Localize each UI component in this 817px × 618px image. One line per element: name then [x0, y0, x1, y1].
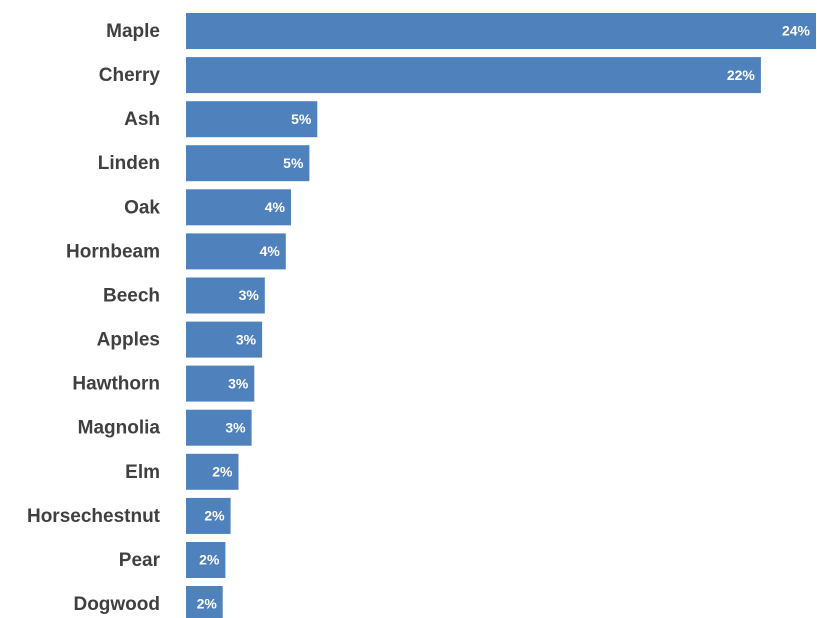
bar-horsechestnut [186, 497, 231, 534]
bar-dogwood [186, 586, 223, 618]
data-label-hornbeam: 4% [260, 243, 281, 259]
data-label-dogwood: 2% [197, 596, 218, 612]
data-label-hawthorn: 3% [228, 375, 249, 391]
bar-apples [186, 321, 263, 358]
bar-hawthorn [186, 365, 255, 402]
bar-magnolia [186, 409, 252, 446]
bar-ash [186, 101, 318, 138]
data-label-ash: 5% [291, 111, 312, 127]
category-label-linden: Linden [98, 153, 160, 174]
data-labels-group: 24% 22% 5% 5% 4% 4% 3% 3% 3% 3% 2% 2% 2% 2% [197, 23, 811, 612]
data-label-apples: 3% [236, 331, 257, 347]
category-label-oak: Oak [124, 197, 160, 218]
data-label-cherry: 22% [727, 67, 756, 83]
bar-pear [186, 542, 226, 578]
category-label-dogwood: Dogwood [73, 594, 160, 615]
category-label-hornbeam: Hornbeam [66, 241, 160, 262]
data-label-oak: 4% [265, 199, 286, 215]
category-label-horsechestnut: Horsechestnut [27, 506, 161, 527]
data-label-beech: 3% [239, 287, 260, 303]
data-label-linden: 5% [283, 155, 304, 171]
category-label-pear: Pear [119, 550, 161, 571]
bar-hornbeam [186, 233, 286, 270]
category-label-beech: Beech [103, 286, 160, 307]
data-label-magnolia: 3% [225, 419, 246, 435]
category-label-maple: Maple [106, 21, 160, 42]
category-labels-group: Maple Cherry Ash Linden Oak Hornbeam Beech Appl… [27, 21, 161, 615]
category-label-cherry: Cherry [99, 65, 161, 86]
data-label-elm: 2% [212, 464, 233, 480]
data-label-maple: 24% [782, 23, 811, 39]
category-label-elm: Elm [125, 462, 160, 483]
data-label-horsechestnut: 2% [204, 508, 225, 524]
bar-maple [186, 13, 816, 49]
bars-group [186, 13, 816, 618]
bar-linden [186, 145, 310, 182]
category-label-apples: Apples [97, 330, 160, 351]
category-label-ash: Ash [124, 109, 160, 130]
bar-beech [186, 277, 265, 314]
bar-oak [186, 189, 291, 226]
bar-cherry [186, 57, 761, 94]
data-label-pear: 2% [199, 552, 220, 568]
bar-elm [186, 453, 239, 490]
category-label-hawthorn: Hawthorn [72, 374, 160, 395]
category-label-magnolia: Magnolia [78, 418, 161, 439]
